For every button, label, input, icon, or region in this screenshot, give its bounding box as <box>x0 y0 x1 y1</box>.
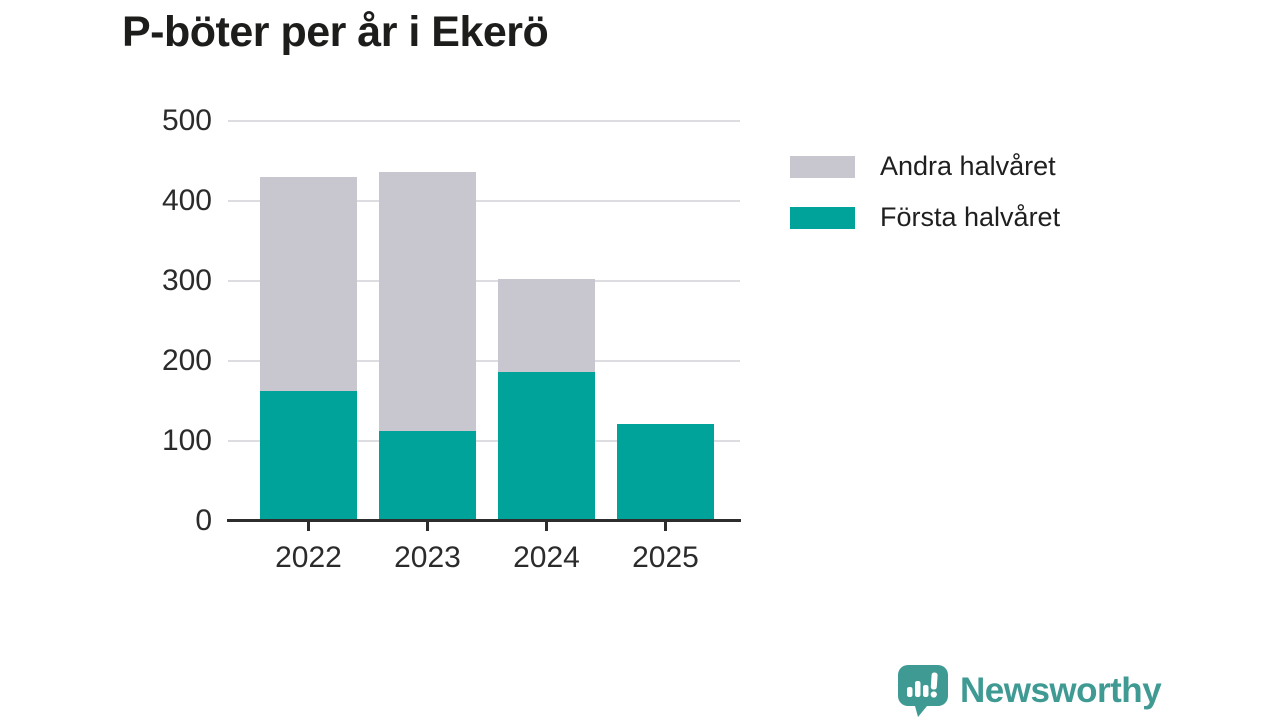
bar-segment-f-rsta-halv-ret-2025 <box>617 424 714 521</box>
x-tick-2022 <box>307 522 310 531</box>
bar-segment-andra-halv-ret-2023 <box>379 172 476 432</box>
x-tick-label-2024: 2024 <box>513 541 580 574</box>
gridline-y-100 <box>228 440 740 442</box>
x-tick-2025 <box>664 522 667 531</box>
y-tick-label-300: 300 <box>161 264 212 297</box>
gridline-y-300 <box>228 280 740 282</box>
y-tick-label-100: 100 <box>161 424 212 457</box>
newsworthy-wordmark: Newsworthy <box>960 671 1162 710</box>
y-tick-label-400: 400 <box>161 184 212 217</box>
bar-segment-f-rsta-halv-ret-2022 <box>260 390 357 521</box>
bar-segment-f-rsta-halv-ret-2023 <box>379 431 476 521</box>
x-tick-label-2023: 2023 <box>394 541 461 574</box>
y-tick-label-0: 0 <box>195 504 212 537</box>
legend: Andra halvåret Första halvåret <box>790 153 1060 231</box>
chart-title: P-böter per år i Ekerö <box>122 8 549 56</box>
y-tick-label-200: 200 <box>161 344 212 377</box>
plot-area <box>228 120 740 521</box>
newsworthy-brand-link[interactable]: Newsworthy <box>897 664 1162 717</box>
bar-segment-andra-halv-ret-2022 <box>260 177 357 391</box>
gridline-y-200 <box>228 360 740 362</box>
gridline-y-500 <box>228 120 740 122</box>
x-axis-line <box>227 519 741 522</box>
gridline-y-400 <box>228 200 740 202</box>
newsworthy-speech-bubble-chart-icon <box>898 665 948 717</box>
x-tick-label-2025: 2025 <box>632 541 699 574</box>
x-tick-label-2022: 2022 <box>275 541 342 574</box>
legend-swatch-andra-halvaret <box>790 155 855 178</box>
legend-item-forsta-halvaret: Första halvåret <box>790 204 1060 231</box>
legend-label-forsta-halvaret: Första halvåret <box>880 202 1061 232</box>
bar-segment-f-rsta-halv-ret-2024 <box>498 372 595 521</box>
y-tick-label-500: 500 <box>161 104 212 137</box>
x-tick-2024 <box>545 522 548 531</box>
legend-swatch-forsta-halvaret <box>790 206 855 229</box>
x-tick-2023 <box>426 522 429 531</box>
legend-item-andra-halvaret: Andra halvåret <box>790 153 1060 180</box>
bar-segment-andra-halv-ret-2024 <box>498 278 595 373</box>
legend-label-andra-halvaret: Andra halvåret <box>880 151 1056 181</box>
